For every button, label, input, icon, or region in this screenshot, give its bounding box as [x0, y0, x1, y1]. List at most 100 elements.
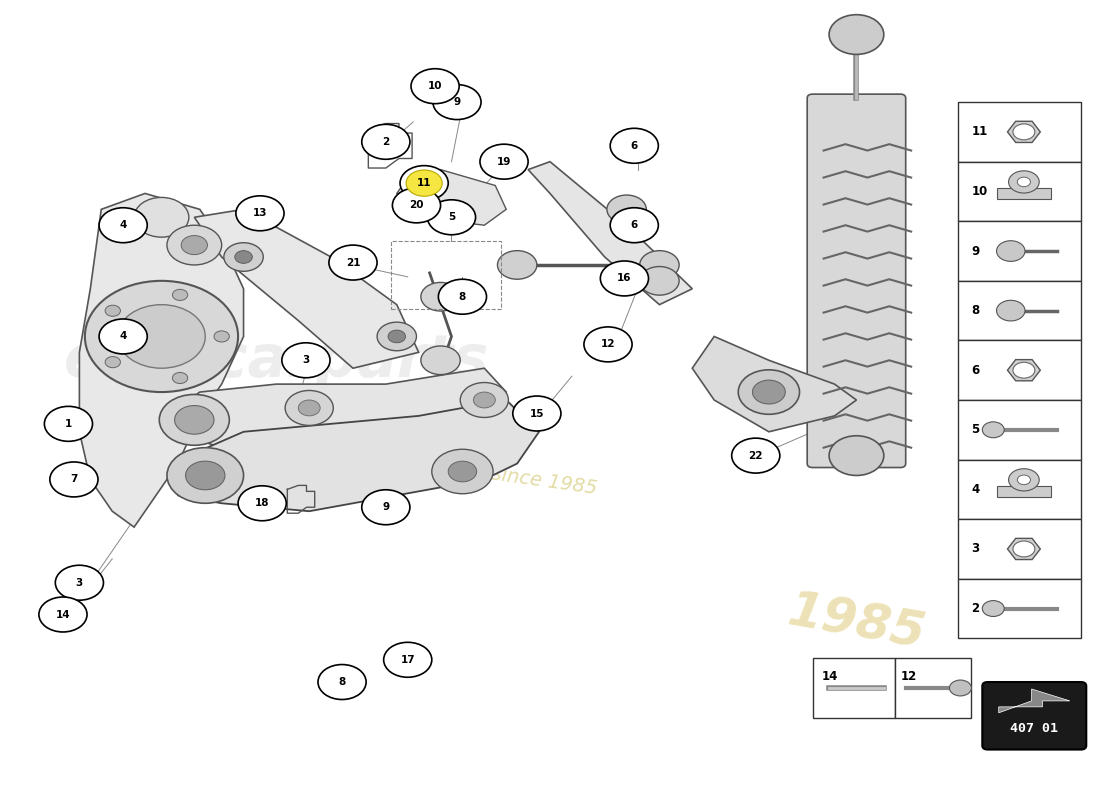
Circle shape	[829, 436, 883, 475]
Circle shape	[640, 266, 679, 295]
Circle shape	[439, 279, 486, 314]
Text: 8: 8	[459, 292, 466, 302]
Circle shape	[997, 241, 1025, 262]
Circle shape	[829, 14, 883, 54]
Polygon shape	[999, 689, 1070, 713]
Circle shape	[167, 226, 222, 265]
Circle shape	[610, 128, 658, 163]
Circle shape	[982, 422, 1004, 438]
Text: 8: 8	[971, 304, 980, 317]
Circle shape	[182, 235, 208, 254]
Circle shape	[106, 306, 120, 316]
Circle shape	[752, 380, 785, 404]
Text: 22: 22	[748, 450, 763, 461]
Circle shape	[186, 461, 224, 490]
Circle shape	[160, 394, 229, 446]
Text: 3: 3	[76, 578, 82, 588]
Circle shape	[99, 208, 147, 242]
Bar	[958, 578, 1081, 638]
Circle shape	[50, 462, 98, 497]
Circle shape	[473, 392, 495, 408]
Text: 19: 19	[497, 157, 512, 166]
Text: 407 01: 407 01	[1010, 722, 1058, 735]
Bar	[958, 341, 1081, 400]
Circle shape	[318, 665, 366, 699]
Text: 6: 6	[971, 364, 980, 377]
Text: 14: 14	[56, 610, 70, 619]
Bar	[958, 281, 1081, 341]
Circle shape	[1013, 124, 1035, 140]
Circle shape	[106, 357, 120, 368]
Text: 16: 16	[617, 274, 631, 283]
Circle shape	[329, 245, 377, 280]
Bar	[958, 400, 1081, 459]
Text: eurocarparts: eurocarparts	[64, 332, 490, 389]
Circle shape	[173, 290, 188, 301]
Text: 11: 11	[971, 126, 988, 138]
Circle shape	[377, 322, 417, 350]
Circle shape	[1013, 362, 1035, 378]
Circle shape	[99, 319, 147, 354]
Circle shape	[1009, 469, 1040, 491]
Circle shape	[1013, 541, 1035, 557]
Circle shape	[393, 188, 441, 223]
Text: 4: 4	[120, 331, 127, 342]
Circle shape	[282, 342, 330, 378]
Circle shape	[982, 601, 1004, 617]
Bar	[997, 188, 1052, 199]
Circle shape	[601, 261, 649, 296]
Circle shape	[1018, 475, 1031, 485]
Polygon shape	[173, 400, 539, 511]
Circle shape	[610, 208, 658, 242]
Text: 15: 15	[529, 409, 544, 418]
Text: 4: 4	[971, 483, 980, 496]
Circle shape	[513, 396, 561, 431]
Bar	[958, 102, 1081, 162]
Text: 20: 20	[409, 200, 424, 210]
Circle shape	[362, 490, 410, 525]
Text: 3: 3	[302, 355, 309, 366]
Polygon shape	[167, 368, 506, 448]
Text: 21: 21	[345, 258, 360, 267]
Circle shape	[85, 281, 238, 392]
Circle shape	[298, 400, 320, 416]
Polygon shape	[397, 170, 506, 226]
Circle shape	[44, 406, 92, 442]
Circle shape	[448, 461, 476, 482]
Polygon shape	[1008, 538, 1041, 559]
Bar	[997, 486, 1052, 498]
Text: 6: 6	[630, 220, 638, 230]
Circle shape	[39, 597, 87, 632]
FancyBboxPatch shape	[807, 94, 905, 467]
Text: 9: 9	[971, 245, 980, 258]
Text: 9: 9	[453, 97, 461, 107]
Bar	[958, 519, 1081, 578]
Text: 17: 17	[400, 654, 415, 665]
Circle shape	[388, 330, 406, 342]
Bar	[894, 658, 971, 718]
Circle shape	[949, 680, 971, 696]
Circle shape	[584, 327, 632, 362]
Circle shape	[234, 250, 252, 263]
Circle shape	[732, 438, 780, 473]
Circle shape	[497, 250, 537, 279]
Circle shape	[238, 486, 286, 521]
Text: 11: 11	[417, 178, 431, 188]
Text: 1985: 1985	[784, 586, 930, 658]
Text: 6: 6	[630, 141, 638, 150]
Text: 1: 1	[65, 419, 73, 429]
Circle shape	[384, 642, 432, 678]
Circle shape	[433, 85, 481, 119]
Circle shape	[480, 144, 528, 179]
Text: 8: 8	[339, 677, 345, 687]
Circle shape	[640, 250, 679, 279]
Text: 5: 5	[971, 423, 980, 436]
Text: 5: 5	[448, 212, 455, 222]
Circle shape	[224, 242, 263, 271]
Circle shape	[362, 124, 410, 159]
Circle shape	[285, 390, 333, 426]
Text: 9: 9	[383, 502, 389, 512]
Circle shape	[460, 382, 508, 418]
Bar	[958, 162, 1081, 222]
Circle shape	[400, 166, 448, 201]
